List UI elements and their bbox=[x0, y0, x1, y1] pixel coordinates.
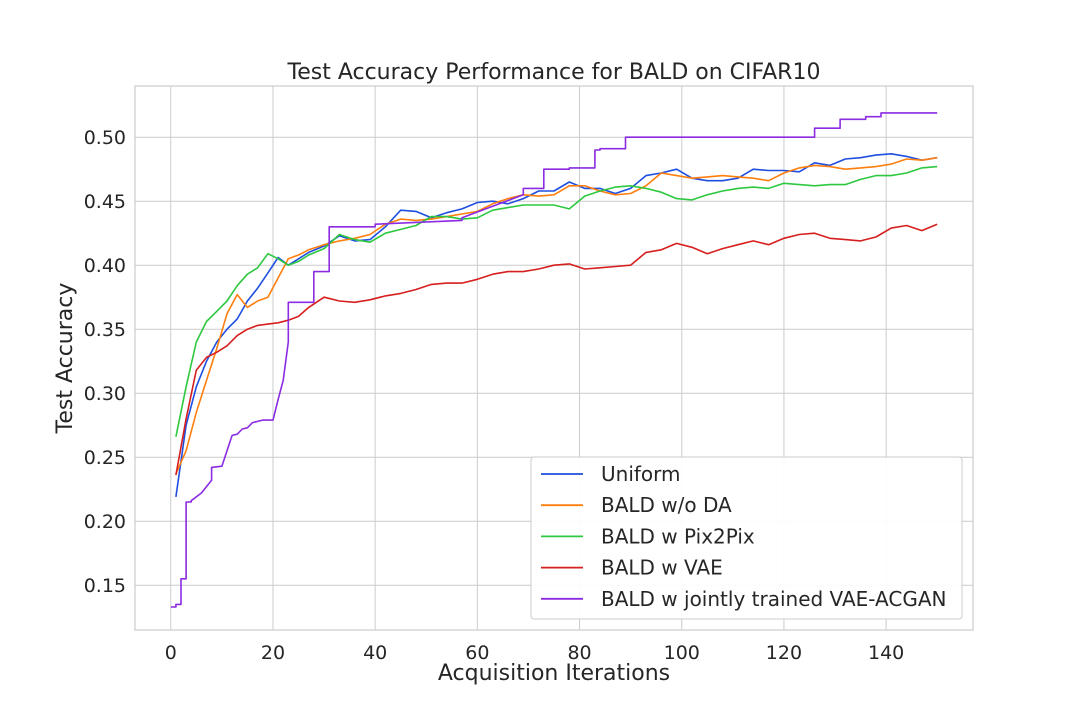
legend-box bbox=[530, 456, 963, 620]
legend-label-bald-w-jointly-trained-vae-acgan: BALD w jointly trained VAE-ACGAN bbox=[601, 587, 946, 611]
series-line-uniform bbox=[175, 153, 938, 498]
y-tick-label: 0.40 bbox=[84, 255, 126, 277]
legend-label-bald-w-o-da: BALD w/o DA bbox=[601, 493, 732, 517]
x-tick-label: 40 bbox=[363, 642, 387, 664]
x-axis-label: Acquisition Iterations bbox=[438, 661, 670, 686]
y-tick-label: 0.35 bbox=[84, 319, 126, 341]
y-tick-label: 0.15 bbox=[84, 575, 126, 597]
legend: Uniform BALD w/o DA BALD w Pix2Pix BALD w V… bbox=[530, 456, 963, 620]
plot-frame bbox=[134, 85, 974, 631]
series-line-bald-w-pix2pix bbox=[175, 165, 938, 437]
series-line-bald-w-jointly-trained-vae-acgan bbox=[170, 112, 938, 608]
x-tick-labels: 0 20 40 60 80 100 120 140 bbox=[165, 642, 905, 664]
x-tick-label: 100 bbox=[664, 642, 700, 664]
legend-label-uniform: Uniform bbox=[601, 462, 681, 486]
y-tick-label: 0.20 bbox=[84, 511, 126, 533]
y-tick-label: 0.25 bbox=[84, 447, 126, 469]
series-layer bbox=[170, 112, 938, 608]
x-tick-label: 0 bbox=[165, 642, 177, 664]
x-tick-label: 80 bbox=[567, 642, 591, 664]
y-tick-labels: 0.15 0.20 0.25 0.30 0.35 0.40 0.45 0.50 bbox=[84, 127, 126, 597]
legend-label-bald-w-pix2pix: BALD w Pix2Pix bbox=[601, 524, 755, 548]
x-tick-label: 20 bbox=[261, 642, 285, 664]
legend-label-bald-w-vae: BALD w VAE bbox=[601, 556, 723, 580]
x-tick-label: 140 bbox=[868, 642, 904, 664]
y-tick-label: 0.50 bbox=[84, 127, 126, 149]
y-axis-label: Test Accuracy bbox=[53, 283, 78, 435]
x-tick-label: 60 bbox=[465, 642, 489, 664]
x-tick-label: 120 bbox=[766, 642, 802, 664]
y-tick-label: 0.45 bbox=[84, 191, 126, 213]
series-line-bald-w-vae bbox=[175, 223, 938, 476]
y-tick-label: 0.30 bbox=[84, 383, 126, 405]
chart-title: Test Accuracy Performance for BALD on CI… bbox=[287, 60, 821, 85]
